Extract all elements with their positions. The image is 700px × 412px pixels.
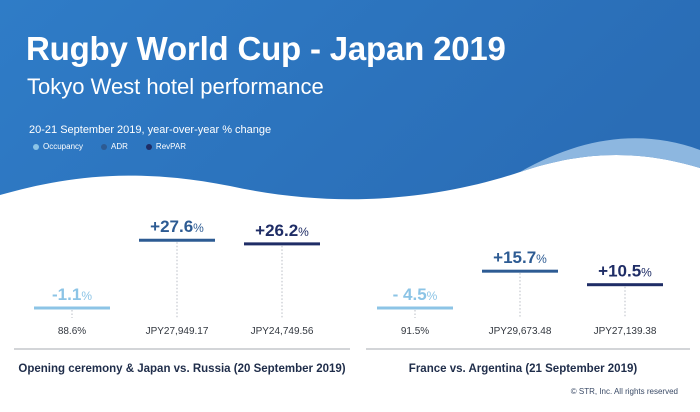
legend: Occupancy ADR RevPAR xyxy=(33,142,186,151)
actual-label-revpar: JPY27,139.38 xyxy=(594,326,657,337)
legend-label-adr: ADR xyxy=(111,142,128,151)
marker-line-occupancy xyxy=(34,306,110,310)
marker-line-adr xyxy=(139,238,215,242)
panel-title: France vs. Argentina (21 September 2019) xyxy=(409,363,638,375)
period-note: 20-21 September 2019, year-over-year % c… xyxy=(29,124,272,136)
value-label-occupancy: - 4.5% xyxy=(393,285,438,304)
actual-label-occupancy: 91.5% xyxy=(401,326,429,337)
actual-label-occupancy: 88.6% xyxy=(58,326,86,337)
actual-label-adr: JPY29,673.48 xyxy=(489,326,552,337)
legend-label-occupancy: Occupancy xyxy=(43,142,84,151)
marker-line-occupancy xyxy=(377,306,453,310)
value-label-adr: +27.6% xyxy=(150,217,204,236)
header-wave-light xyxy=(520,138,700,172)
adr-dot-icon xyxy=(101,143,108,150)
marker-line-adr xyxy=(482,269,558,273)
page-subtitle: Tokyo West hotel performance xyxy=(27,74,324,99)
legend-label-revpar: RevPAR xyxy=(155,142,187,151)
value-label-occupancy: -1.1% xyxy=(52,285,92,304)
panel-title: Opening ceremony & Japan vs. Russia (20 … xyxy=(18,363,345,375)
actual-label-revpar: JPY24,749.56 xyxy=(251,326,314,337)
legend-item-adr: ADR xyxy=(101,142,128,151)
value-label-revpar: +10.5% xyxy=(598,262,652,281)
page-title: Rugby World Cup - Japan 2019 xyxy=(26,30,506,67)
marker-line-revpar xyxy=(587,283,663,287)
revpar-dot-icon xyxy=(145,143,152,150)
occupancy-dot-icon xyxy=(33,143,39,150)
value-label-revpar: +26.2% xyxy=(255,221,309,240)
legend-item-revpar: RevPAR xyxy=(145,142,187,151)
header-band xyxy=(0,0,700,200)
value-label-adr: +15.7% xyxy=(493,248,547,267)
copyright-text: © STR, Inc. All rights reserved xyxy=(570,387,678,396)
actual-label-adr: JPY27,949.17 xyxy=(146,326,209,337)
legend-item-occupancy: Occupancy xyxy=(33,142,83,151)
marker-line-revpar xyxy=(244,242,320,246)
